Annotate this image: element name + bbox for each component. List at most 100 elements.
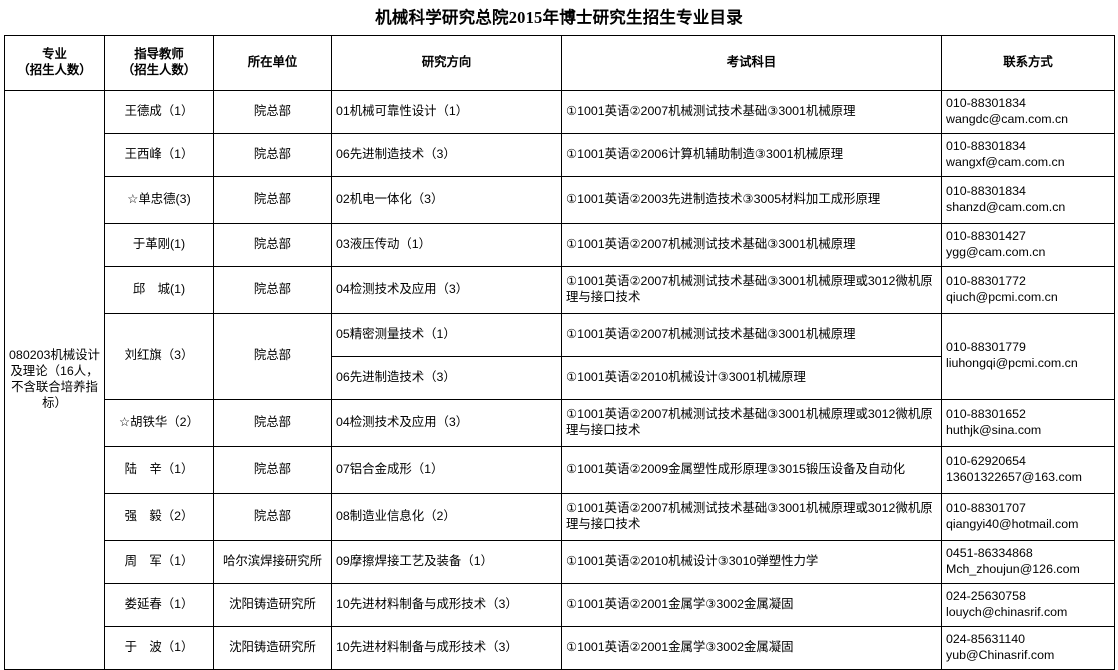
unit-cell: 院总部	[213, 89, 332, 134]
column-header-research-direction: 研究方向	[331, 34, 562, 91]
header-contact-line1: 联系方式	[1003, 54, 1053, 69]
unit-cell: 院总部	[213, 132, 332, 177]
exam-subjects-cell: ①1001英语②2010机械设计③3001机械原理	[561, 355, 942, 400]
table-row: 陆 辛（1） 院总部 07铝合金成形（1） ①1001英语②2009金属塑性成形原理③…	[5, 445, 1115, 494]
contact-cell: 010-88301772 qiuch@pcmi.com.cn	[941, 265, 1115, 314]
contact-email: qiuch@pcmi.com.cn	[946, 289, 1058, 304]
table-row: 娄延春（1） 沈阳铸造研究所 10先进材料制备与成形技术（3） ①1001英语②200…	[5, 582, 1115, 627]
contact-phone: 0451-86334868	[946, 545, 1033, 560]
table-row: ☆胡铁华（2） 院总部 04检测技术及应用（3） ①1001英语②2007机械测试技术…	[5, 398, 1115, 447]
unit-cell: 沈阳铸造研究所	[213, 625, 332, 670]
advisor-cell: 刘红旗（3）	[104, 312, 214, 400]
unit-cell: 院总部	[213, 398, 332, 447]
exam-subjects-cell: ①1001英语②2010机械设计③3010弹塑性力学	[561, 539, 942, 584]
table-row: 于革刚(1) 院总部 03液压传动（1） ①1001英语②2007机械测试技术基础③3…	[5, 222, 1115, 267]
major-cell: 080203机械设计及理论（16人，不含联合培养指标）	[4, 89, 105, 670]
research-direction-cell: 10先进材料制备与成形技术（3）	[331, 582, 562, 627]
contact-cell: 010-88301834 shanzd@cam.com.cn	[941, 175, 1115, 224]
table-row: 06先进制造技术（3） ①1001英语②2010机械设计③3001机械原理	[5, 355, 1115, 400]
header-exam-line1: 考试科目	[726, 54, 777, 69]
contact-cell: 024-25630758 louych@chinasrif.com	[941, 582, 1115, 627]
contact-email: wangxf@cam.com.cn	[946, 154, 1065, 169]
research-direction-cell: 07铝合金成形（1）	[331, 445, 562, 494]
advisor-cell: 王西峰（1）	[104, 132, 214, 177]
contact-email: 13601322657@163.com	[946, 469, 1082, 484]
exam-subjects-cell: ①1001英语②2009金属塑性成形原理③3015锻压设备及自动化	[561, 445, 942, 494]
contact-phone: 010-88301652	[946, 406, 1026, 421]
contact-cell: 010-88301779 liuhongqi@pcmi.com.cn	[941, 312, 1115, 400]
header-direction-line1: 研究方向	[421, 54, 472, 69]
column-header-contact: 联系方式	[941, 34, 1115, 91]
unit-cell: 院总部	[213, 265, 332, 314]
unit-cell: 院总部	[213, 222, 332, 267]
table-row: 080203机械设计及理论（16人，不含联合培养指标） 王德成（1） 院总部 01机械…	[4, 89, 1115, 670]
research-direction-cell: 10先进材料制备与成形技术（3）	[331, 625, 562, 670]
contact-cell: 010-88301427 ygg@cam.com.cn	[941, 222, 1115, 267]
contact-phone: 024-85631140	[946, 631, 1026, 646]
header-major-line1: 专业	[42, 46, 67, 61]
advisor-cell: 强 毅（2）	[104, 492, 214, 541]
contact-cell: 010-88301652 huthjk@sina.com	[941, 398, 1115, 447]
contact-phone: 010-88301779	[946, 340, 1026, 355]
column-header-unit: 所在单位	[213, 34, 332, 91]
table-row: 强 毅（2） 院总部 08制造业信息化（2） ①1001英语②2007机械测试技术基础…	[5, 492, 1115, 541]
contact-phone: 024-25630758	[946, 588, 1026, 603]
header-major-line2: （招生人数）	[17, 62, 92, 77]
exam-subjects-cell: ①1001英语②2007机械测试技术基础③3001机械原理或3012微机原理与接…	[561, 265, 942, 314]
contact-cell: 024-85631140 yub@Chinasrif.com	[941, 625, 1115, 670]
contact-cell: 010-88301834 wangxf@cam.com.cn	[941, 132, 1115, 177]
header-advisor-line2: （招生人数）	[121, 62, 197, 77]
page-root: 机械科学研究总院2015年博士研究生招生专业目录 专业 （招生人数） 指导教师 …	[4, 8, 1115, 670]
contact-email: louych@chinasrif.com	[946, 604, 1068, 619]
advisor-cell: 周 军（1）	[104, 539, 214, 584]
table-row: ☆单忠德(3) 院总部 02机电一体化（3） ①1001英语②2003先进制造技术③3…	[5, 175, 1115, 224]
admissions-catalog-table: 专业 （招生人数） 指导教师 （招生人数） 所在单位 研究方向 考试科目 联系方	[4, 34, 1115, 670]
exam-subjects-cell: ①1001英语②2007机械测试技术基础③3001机械原理	[561, 89, 942, 134]
contact-phone: 010-88301834	[946, 95, 1026, 110]
contact-email: qiangyi40@hotmail.com	[946, 516, 1079, 531]
column-header-exam-subjects: 考试科目	[561, 34, 942, 91]
column-header-major: 专业 （招生人数）	[4, 34, 105, 91]
contact-cell: 010-88301834 wangdc@cam.com.cn	[941, 89, 1115, 134]
advisor-cell: 邱 城(1)	[104, 265, 214, 314]
table-body: 080203机械设计及理论（16人，不含联合培养指标） 王德成（1） 院总部 01机械…	[4, 89, 1115, 670]
contact-phone: 010-88301427	[946, 228, 1026, 243]
research-direction-cell: 01机械可靠性设计（1）	[331, 89, 562, 134]
contact-phone: 010-88301834	[946, 183, 1026, 198]
table-row: 于 波（1） 沈阳铸造研究所 10先进材料制备与成形技术（3） ①1001英语②200…	[5, 625, 1115, 670]
contact-cell: 0451-86334868 Mch_zhoujun@126.com	[941, 539, 1115, 584]
page-title: 机械科学研究总院2015年博士研究生招生专业目录	[375, 8, 743, 27]
research-direction-cell: 09摩擦焊接工艺及装备（1）	[331, 539, 562, 584]
research-direction-cell: 08制造业信息化（2）	[331, 492, 562, 541]
exam-subjects-cell: ①1001英语②2003先进制造技术③3005材料加工成形原理	[561, 175, 942, 224]
advisor-cell: ☆单忠德(3)	[104, 175, 214, 224]
contact-phone: 010-88301707	[946, 500, 1026, 515]
exam-subjects-cell: ①1001英语②2007机械测试技术基础③3001机械原理	[561, 222, 942, 267]
contact-email: shanzd@cam.com.cn	[946, 199, 1066, 214]
header-unit-line1: 所在单位	[247, 54, 298, 69]
exam-subjects-cell: ①1001英语②2007机械测试技术基础③3001机械原理	[561, 312, 942, 357]
unit-cell: 沈阳铸造研究所	[213, 582, 332, 627]
contact-phone: 010-88301772	[946, 273, 1026, 288]
exam-subjects-cell: ①1001英语②2007机械测试技术基础③3001机械原理或3012微机原理与接…	[561, 492, 942, 541]
table-row: 邱 城(1) 院总部 04检测技术及应用（3） ①1001英语②2007机械测试技术基…	[5, 265, 1115, 314]
research-direction-cell: 05精密测量技术（1）	[331, 312, 562, 357]
exam-subjects-cell: ①1001英语②2001金属学③3002金属凝固	[561, 582, 942, 627]
contact-phone: 010-62920654	[946, 453, 1026, 468]
advisor-cell: 王德成（1）	[104, 89, 214, 134]
contact-cell: 010-62920654 13601322657@163.com	[941, 445, 1115, 494]
research-direction-cell: 04检测技术及应用（3）	[331, 265, 562, 314]
table-row: 王西峰（1） 院总部 06先进制造技术（3） ①1001英语②2006计算机辅助制造③…	[5, 132, 1115, 177]
advisor-cell: ☆胡铁华（2）	[104, 398, 214, 447]
table-header: 专业 （招生人数） 指导教师 （招生人数） 所在单位 研究方向 考试科目 联系方	[4, 34, 1115, 91]
unit-cell: 哈尔滨焊接研究所	[213, 539, 332, 584]
contact-email: liuhongqi@pcmi.com.cn	[946, 356, 1078, 371]
contact-phone: 010-88301834	[946, 138, 1026, 153]
contact-email: ygg@cam.com.cn	[946, 244, 1046, 259]
research-direction-cell: 02机电一体化（3）	[331, 175, 562, 224]
research-direction-cell: 06先进制造技术（3）	[331, 355, 562, 400]
contact-email: yub@Chinasrif.com	[946, 647, 1055, 662]
header-advisor-line1: 指导教师	[134, 46, 184, 61]
exam-subjects-cell: ①1001英语②2006计算机辅助制造③3001机械原理	[561, 132, 942, 177]
unit-cell: 院总部	[213, 445, 332, 494]
